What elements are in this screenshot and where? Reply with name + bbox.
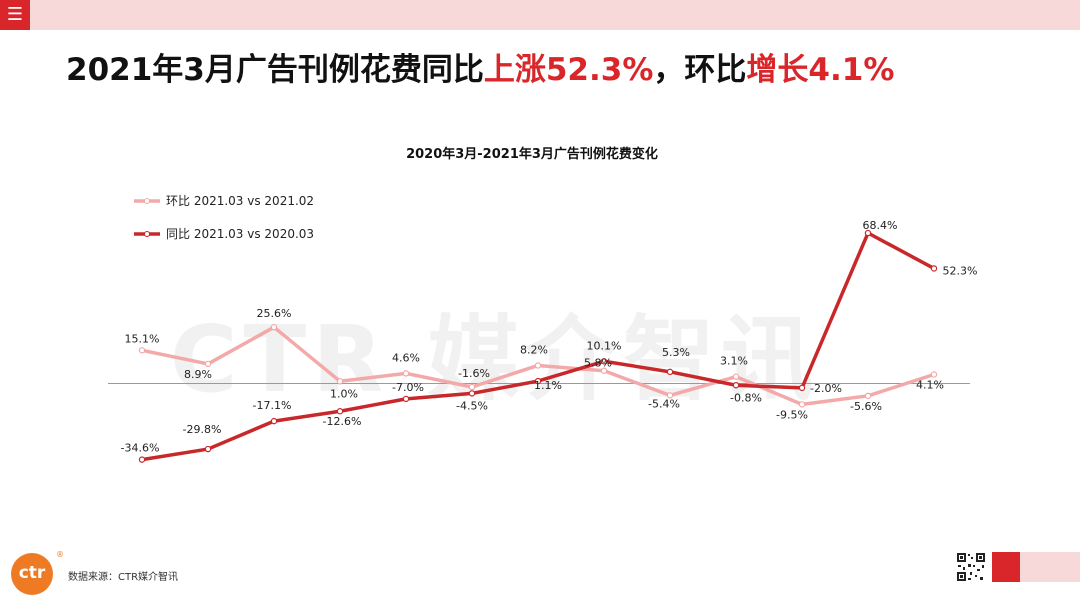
data-label-yoy: -2.0% — [810, 382, 842, 395]
data-point-mom — [798, 401, 806, 408]
data-point-mom — [930, 371, 938, 378]
data-point-yoy — [270, 417, 278, 425]
title-part-1: 2021年3月广告刊例花费同比 — [66, 52, 484, 88]
data-label-mom: -9.5% — [776, 408, 808, 421]
data-point-mom — [732, 373, 740, 380]
title-part-4: 增长4.1% — [746, 52, 895, 88]
data-label-yoy: 68.4% — [863, 219, 898, 232]
data-label-mom: 5.8% — [584, 357, 612, 370]
data-label-yoy: -17.1% — [253, 399, 292, 412]
data-point-mom — [666, 392, 674, 399]
data-label-mom: 4.6% — [392, 351, 420, 364]
title-part-2: 上涨52.3% — [483, 52, 654, 88]
top-bar — [0, 0, 1080, 30]
data-label-mom: -5.6% — [850, 400, 882, 413]
data-label-mom: 3.1% — [720, 355, 748, 368]
data-point-yoy — [600, 358, 608, 365]
footer-pink-block — [1020, 552, 1080, 582]
data-point-yoy — [534, 377, 542, 385]
data-point-yoy — [204, 445, 212, 453]
chart-legend: 环比 2021.03 vs 2021.02 同比 2021.03 vs 2020.… — [134, 194, 314, 241]
data-label-mom: -5.4% — [648, 397, 680, 410]
registered-mark: ® — [56, 550, 64, 559]
data-label-layer: 15.1% 8.9% 25.6% 1.0% 4.6% -1.6% 8.2% 5.8% -5.4%… — [121, 219, 978, 455]
data-label-yoy: 10.1% — [587, 339, 622, 352]
page-title: 2021年3月广告刊例花费同比上涨52.3%，环比增长4.1% — [66, 44, 894, 89]
legend-label-mom: 环比 2021.03 vs 2021.02 — [166, 194, 314, 208]
data-label-mom: 8.9% — [184, 368, 212, 381]
hamburger-menu-icon[interactable]: ☰ — [0, 0, 30, 30]
data-point-yoy — [864, 229, 872, 237]
data-point-mom — [600, 367, 608, 374]
data-point-yoy — [336, 408, 344, 415]
ctr-logo: ctr — [11, 553, 53, 595]
chart-title: 2020年3月-2021年3月广告刊例花费变化 — [406, 146, 658, 162]
legend-marker-mom — [144, 198, 150, 204]
data-label-mom: 8.2% — [520, 343, 548, 356]
data-point-yoy — [468, 390, 476, 397]
data-label-yoy: 5.3% — [662, 346, 690, 359]
data-label-yoy: -34.6% — [121, 442, 160, 455]
data-point-mom — [270, 323, 278, 331]
data-label-yoy: -29.8% — [183, 423, 222, 436]
data-point-mom — [864, 392, 872, 400]
data-point-yoy — [732, 382, 740, 389]
data-label-mom: 4.1% — [916, 378, 944, 391]
data-point-yoy — [930, 265, 938, 272]
data-label-yoy: -4.5% — [456, 399, 488, 412]
data-point-mom — [402, 370, 410, 377]
data-point-yoy — [138, 456, 146, 463]
data-point-yoy — [798, 384, 806, 392]
footer-red-block — [992, 552, 1020, 582]
data-point-mom — [468, 383, 476, 391]
data-label-yoy: 52.3% — [943, 264, 978, 277]
data-label-mom: 25.6% — [257, 307, 292, 320]
data-source-note: 数据来源：CTR媒介智讯 — [68, 572, 179, 583]
data-point-mom — [138, 347, 146, 354]
data-point-yoy — [402, 395, 410, 403]
legend-label-yoy: 同比 2021.03 vs 2020.03 — [166, 227, 314, 241]
data-point-mom — [534, 362, 542, 369]
data-label-yoy: -0.8% — [730, 391, 762, 404]
data-label-yoy: -7.0% — [392, 381, 424, 394]
series-layer — [138, 229, 938, 463]
data-point-mom — [204, 360, 212, 368]
data-label-mom: 1.0% — [330, 387, 358, 400]
data-label-yoy: 1.1% — [534, 379, 562, 392]
data-label-mom: 15.1% — [125, 332, 160, 345]
data-label-yoy: -12.6% — [323, 415, 362, 428]
data-label-mom: -1.6% — [458, 367, 490, 380]
watermark: CTR 媒介智讯 — [170, 306, 820, 413]
data-point-mom — [336, 378, 344, 385]
title-part-3: ，环比 — [653, 52, 747, 88]
legend-marker-yoy — [144, 231, 150, 237]
data-point-yoy — [666, 368, 674, 376]
qr-code-icon — [956, 552, 986, 582]
